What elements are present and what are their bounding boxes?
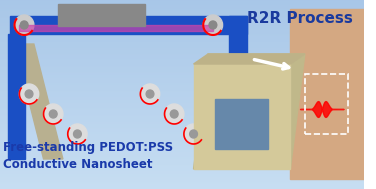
Polygon shape: [194, 64, 290, 169]
Bar: [58, 4, 145, 26]
Text: R2R Process: R2R Process: [247, 11, 353, 26]
Circle shape: [165, 104, 184, 124]
Circle shape: [44, 104, 63, 124]
Text: Conductive Nanosheet: Conductive Nanosheet: [3, 158, 152, 171]
Polygon shape: [194, 54, 305, 169]
Circle shape: [19, 84, 39, 104]
Circle shape: [20, 21, 28, 29]
Polygon shape: [194, 54, 305, 64]
Circle shape: [25, 90, 33, 98]
Circle shape: [209, 21, 217, 29]
Bar: [290, 9, 364, 179]
Circle shape: [146, 90, 154, 98]
Bar: [10, 16, 247, 34]
Bar: [19, 25, 213, 31]
Circle shape: [74, 130, 81, 138]
Bar: [215, 99, 268, 149]
Circle shape: [140, 84, 160, 104]
Bar: [8, 34, 25, 159]
Circle shape: [15, 15, 34, 35]
Circle shape: [190, 130, 197, 138]
Circle shape: [203, 15, 223, 35]
Circle shape: [184, 124, 203, 144]
Text: Free-standing PEDOT:PSS: Free-standing PEDOT:PSS: [3, 141, 173, 154]
Circle shape: [49, 110, 57, 118]
Bar: [305, 74, 349, 134]
Circle shape: [68, 124, 87, 144]
Circle shape: [170, 110, 178, 118]
Bar: [229, 16, 247, 59]
Polygon shape: [15, 44, 63, 159]
